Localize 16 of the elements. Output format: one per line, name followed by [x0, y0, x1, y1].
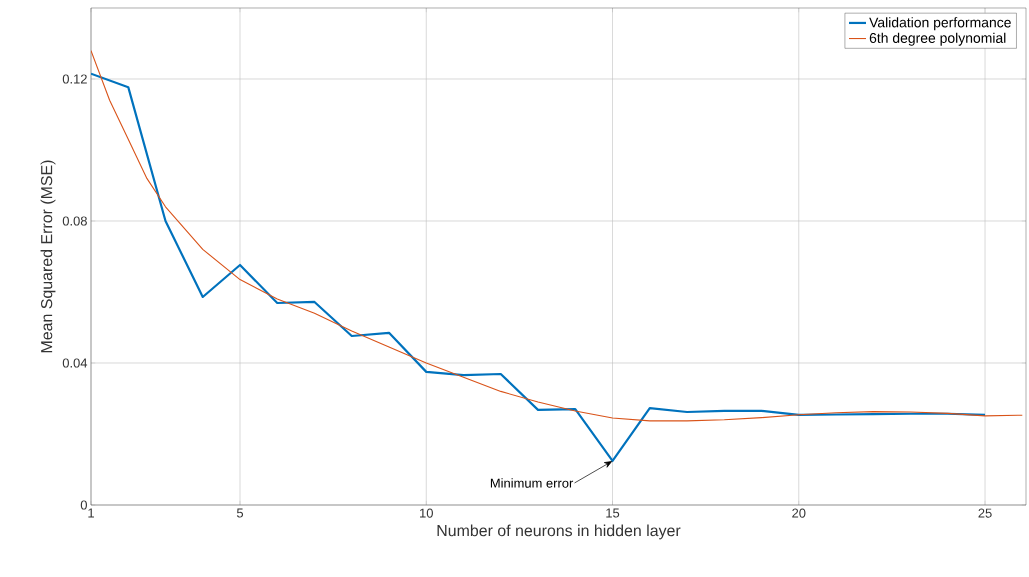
y-tick-label: 0.08 [62, 216, 87, 226]
x-tick-label: 15 [606, 508, 620, 518]
y-tick-label: 0 [80, 500, 87, 510]
line-series [91, 50, 1023, 422]
x-tick-label: 10 [420, 508, 433, 518]
legend-label: 6th degree polynomial [869, 32, 1006, 46]
x-axis-title: Number of neurons in hidden layer [437, 524, 681, 540]
y-tick-label: 0.04 [62, 358, 88, 368]
y-axis-title: Mean Squared Error (MSE) [40, 160, 56, 353]
legend-label: Validation performance [869, 17, 1011, 31]
y-tick-label: 0.12 [62, 74, 87, 84]
x-tick-label: 5 [236, 508, 244, 518]
x-tick-label: 20 [792, 508, 806, 518]
x-tick-label: 25 [978, 508, 992, 518]
annotation: Minimum error [490, 478, 574, 488]
x-tick-label: 1 [88, 508, 94, 518]
